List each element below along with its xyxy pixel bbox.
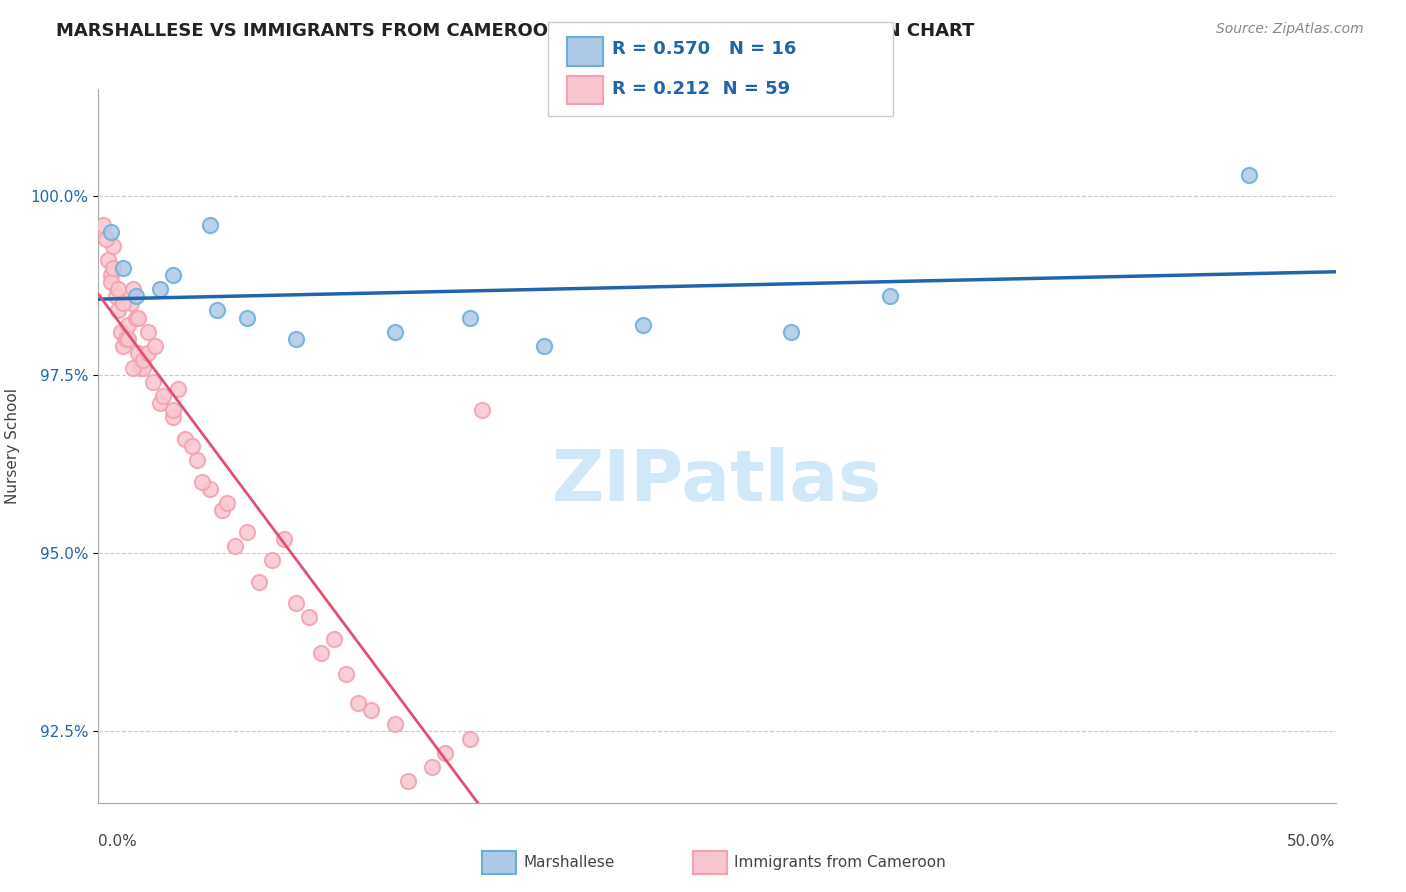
Point <box>110 325 132 339</box>
Point <box>149 396 172 410</box>
Point <box>285 596 308 610</box>
Point <box>322 632 344 646</box>
Point <box>93 218 115 232</box>
Point <box>181 439 204 453</box>
Point <box>166 382 188 396</box>
Point <box>384 325 406 339</box>
Point <box>298 610 321 624</box>
Point <box>132 353 155 368</box>
Point <box>136 346 159 360</box>
Point <box>114 332 136 346</box>
Point <box>117 318 139 332</box>
Point <box>236 524 259 539</box>
Point <box>97 253 120 268</box>
Point <box>136 325 159 339</box>
Point <box>103 239 125 253</box>
Point <box>122 360 145 375</box>
Point <box>100 225 122 239</box>
Point <box>433 746 456 760</box>
Point <box>142 375 165 389</box>
Text: 50.0%: 50.0% <box>1288 834 1336 849</box>
Point <box>273 532 295 546</box>
Point <box>309 646 332 660</box>
Point <box>224 539 246 553</box>
Point <box>100 275 122 289</box>
Point <box>127 346 149 360</box>
Point <box>335 667 357 681</box>
Text: MARSHALLESE VS IMMIGRANTS FROM CAMEROON NURSERY SCHOOL CORRELATION CHART: MARSHALLESE VS IMMIGRANTS FROM CAMEROON … <box>56 22 974 40</box>
Y-axis label: Nursery School: Nursery School <box>4 388 20 504</box>
Point <box>127 310 149 325</box>
Point <box>191 475 214 489</box>
Point <box>94 232 117 246</box>
Point <box>162 268 184 282</box>
Point <box>247 574 270 589</box>
Point <box>458 310 481 325</box>
Point <box>396 774 419 789</box>
Point <box>347 696 370 710</box>
Point <box>458 731 481 746</box>
Point <box>260 553 283 567</box>
Point <box>205 303 228 318</box>
Point <box>780 325 803 339</box>
Point <box>1237 168 1260 182</box>
Point <box>152 389 174 403</box>
Point <box>124 310 146 325</box>
Text: Marshallese: Marshallese <box>523 855 614 870</box>
Text: R = 0.212  N = 59: R = 0.212 N = 59 <box>612 80 790 98</box>
Point <box>117 332 139 346</box>
Point <box>217 496 239 510</box>
Point <box>198 482 221 496</box>
Text: ZIPatlas: ZIPatlas <box>553 447 882 516</box>
Point <box>100 268 122 282</box>
Point <box>122 282 145 296</box>
Point <box>285 332 308 346</box>
Point <box>879 289 901 303</box>
Point <box>120 296 142 310</box>
Point <box>129 360 152 375</box>
Point <box>132 360 155 375</box>
Text: R = 0.570   N = 16: R = 0.570 N = 16 <box>612 40 796 58</box>
Point <box>149 282 172 296</box>
Point <box>124 289 146 303</box>
Point <box>533 339 555 353</box>
Point <box>162 403 184 417</box>
Point <box>143 339 166 353</box>
Point <box>198 218 221 232</box>
Point <box>422 760 444 774</box>
Point <box>107 282 129 296</box>
Point <box>162 410 184 425</box>
Point <box>360 703 382 717</box>
Point <box>112 260 135 275</box>
Point <box>112 296 135 310</box>
Point <box>107 303 129 318</box>
Point <box>384 717 406 731</box>
Text: 0.0%: 0.0% <box>98 834 138 849</box>
Point <box>112 339 135 353</box>
Point <box>174 432 197 446</box>
Point <box>236 310 259 325</box>
Text: Source: ZipAtlas.com: Source: ZipAtlas.com <box>1216 22 1364 37</box>
Point <box>631 318 654 332</box>
Point <box>186 453 208 467</box>
Point <box>211 503 233 517</box>
Text: Immigrants from Cameroon: Immigrants from Cameroon <box>734 855 946 870</box>
Point <box>103 260 125 275</box>
Point <box>104 289 127 303</box>
Point <box>471 403 494 417</box>
